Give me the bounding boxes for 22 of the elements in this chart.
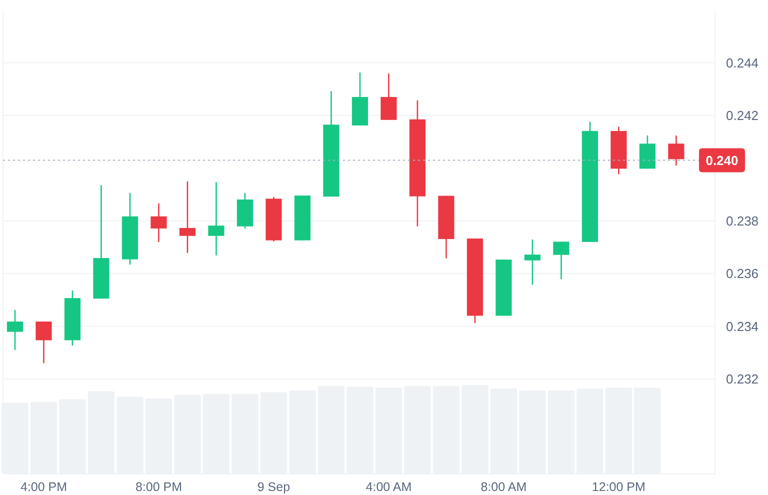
- y-tick-label: 0.236: [726, 266, 759, 282]
- y-tick-label: 0.232: [726, 372, 759, 387]
- x-tick-label: 8:00 AM: [480, 480, 527, 494]
- y-tick-label: 0.244: [726, 55, 759, 70]
- y-tick-label: 0.234: [726, 318, 759, 334]
- ref-line-label: 0.240: [706, 152, 738, 168]
- x-tick-label: 8:00 PM: [135, 480, 182, 494]
- candlestick: [380, 72, 397, 121]
- candlestick: [179, 180, 196, 254]
- candlestick: [668, 134, 684, 166]
- candlestick: [524, 238, 540, 286]
- candlestick: [208, 181, 224, 256]
- x-tick-label: 9 Sep: [257, 480, 290, 494]
- y-tick-label: 0.242: [726, 108, 759, 123]
- x-tick-label: 4:00 PM: [20, 480, 68, 494]
- y-tick-label: 0.238: [726, 213, 759, 228]
- x-tick-label: 4:00 AM: [366, 480, 412, 494]
- candlestick: [6, 309, 24, 351]
- candlestick: [150, 202, 167, 243]
- x-tick-label: 12:00 PM: [592, 480, 646, 494]
- candlestick: [553, 241, 570, 280]
- candlestick: [36, 320, 52, 364]
